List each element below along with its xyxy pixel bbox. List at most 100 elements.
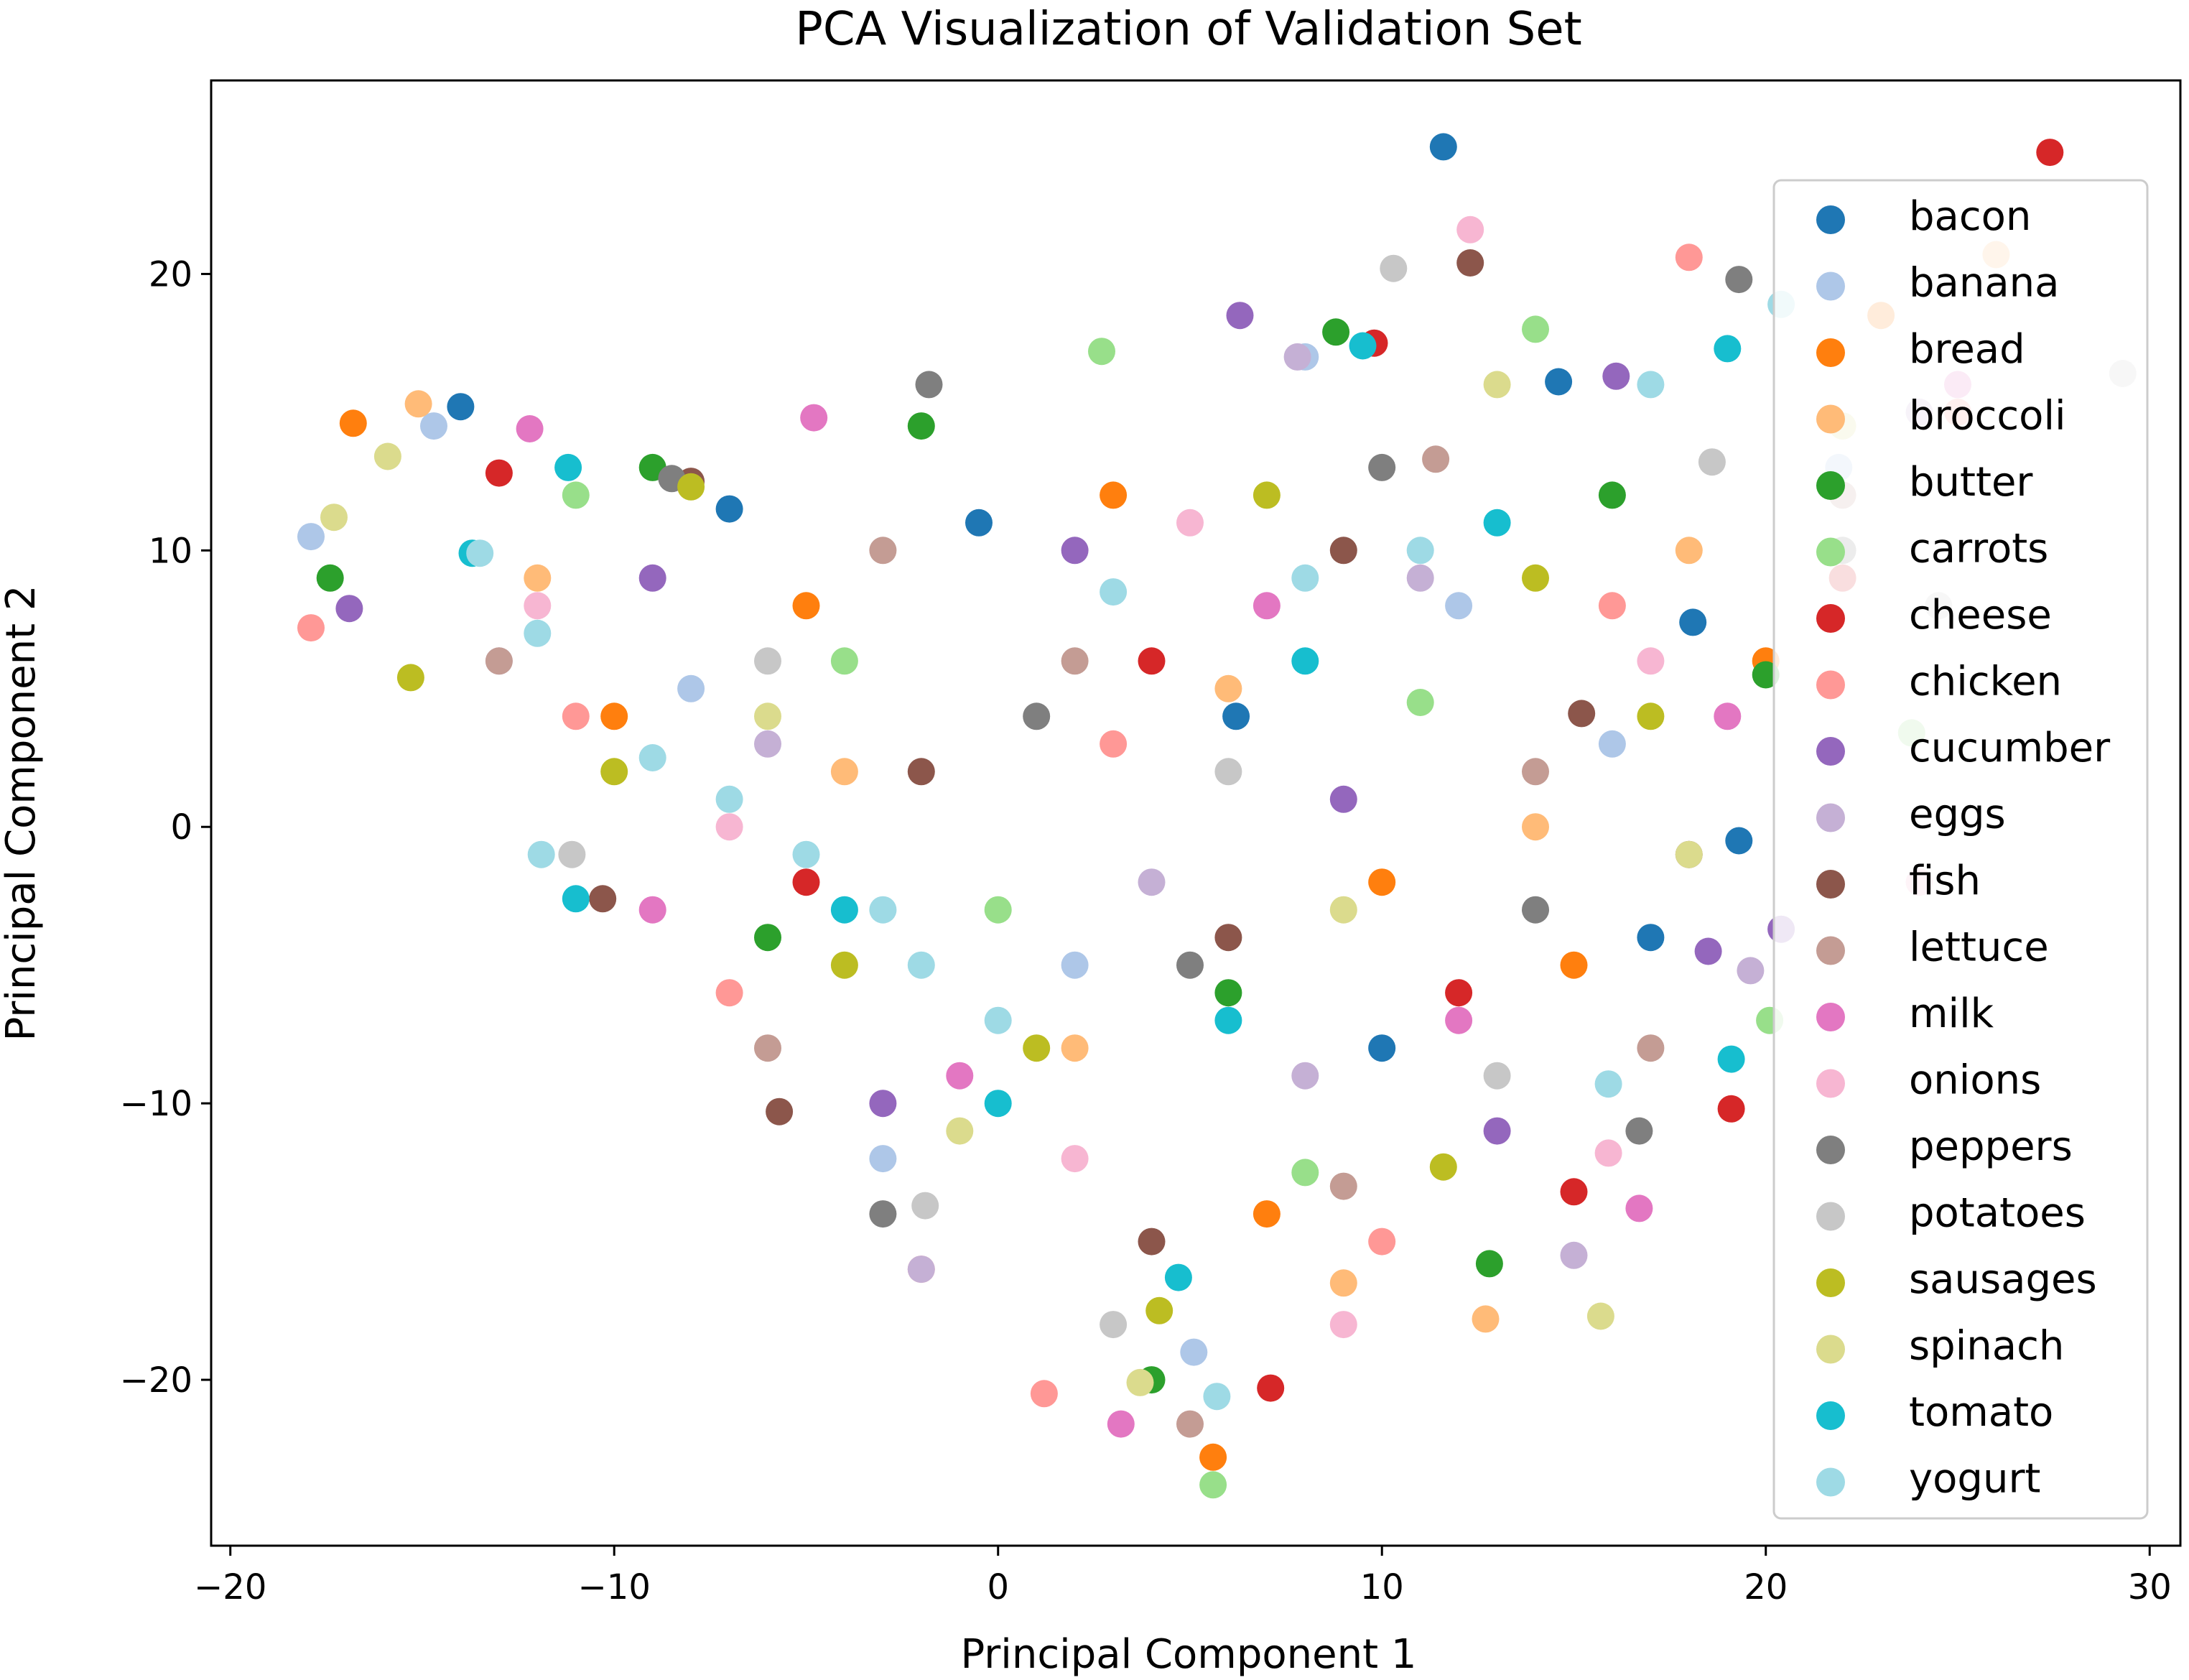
point-milk-3: [1107, 1410, 1135, 1438]
point-milk-2: [1625, 1194, 1653, 1222]
legend: bacon banana bread broccoli butter carrots che…: [1772, 179, 2149, 1520]
point-chicken-8: [1598, 592, 1626, 620]
point-lettuce-3: [1637, 1034, 1665, 1062]
legend-marker-fish: [1816, 870, 1845, 899]
point-lettuce-1: [1422, 445, 1450, 473]
point-onions-5: [1329, 1311, 1357, 1339]
y-tick-label: 10: [149, 531, 192, 571]
point-onions-6: [524, 592, 552, 620]
point-banana-9: [1598, 730, 1626, 758]
point-potatoes-4: [1698, 448, 1726, 476]
point-lettuce-8: [869, 537, 897, 565]
legend-label-broccoli: broccoli: [1909, 393, 2066, 440]
point-milk-6: [1252, 592, 1281, 620]
point-bacon-7: [965, 509, 993, 537]
legend-marker-lettuce: [1816, 936, 1845, 965]
point-milk-7: [1445, 1006, 1473, 1034]
point-lettuce-9: [1522, 758, 1549, 786]
point-bacon-0: [1429, 133, 1457, 161]
point-cucumber-6: [638, 564, 666, 592]
legend-label-bread: bread: [1909, 326, 2025, 373]
legend-marker-peppers: [1816, 1136, 1845, 1164]
x-tick-label: −20: [194, 1567, 266, 1607]
point-sausages-3: [1429, 1153, 1457, 1181]
point-spinach-2: [1586, 1302, 1614, 1330]
point-sausages-9: [1522, 564, 1549, 592]
legend-marker-spinach: [1816, 1335, 1845, 1364]
point-lettuce-5: [1061, 647, 1089, 675]
legend-marker-bacon: [1816, 205, 1845, 234]
point-bread-4: [1368, 868, 1396, 896]
point-lettuce-2: [485, 647, 513, 675]
point-chicken-7: [1100, 730, 1128, 758]
point-yogurt-8: [869, 896, 897, 924]
point-cheese-0: [2036, 139, 2064, 167]
point-spinach-1: [373, 442, 401, 470]
x-tick-label: 10: [1360, 1567, 1404, 1607]
legend-marker-cucumber: [1816, 737, 1845, 766]
point-yogurt-3: [1203, 1383, 1231, 1411]
legend-label-peppers: peppers: [1909, 1123, 2073, 1170]
legend-label-butter: butter: [1909, 459, 2033, 506]
legend-label-chicken: chicken: [1909, 659, 2062, 705]
point-banana-7: [1445, 592, 1473, 620]
legend-marker-chicken: [1816, 670, 1845, 700]
point-yogurt-7: [792, 840, 820, 868]
point-eggs-6: [1406, 564, 1434, 592]
point-cucumber-0: [335, 595, 363, 623]
point-potatoes-8: [1100, 1311, 1128, 1339]
data-points-layer: [297, 133, 2137, 1499]
point-banana-5: [677, 674, 705, 702]
point-chicken-6: [562, 702, 590, 730]
point-milk-0: [516, 415, 544, 442]
point-cheese-4: [485, 459, 513, 487]
point-onions-8: [1637, 647, 1665, 675]
point-eggs-9: [1291, 1062, 1319, 1090]
point-yogurt-6: [715, 785, 743, 813]
point-yogurt-0: [527, 840, 555, 868]
point-fish-2: [1456, 249, 1484, 277]
point-butter-6: [907, 412, 935, 440]
point-cucumber-1: [1226, 302, 1254, 330]
point-bacon-8: [1222, 702, 1250, 730]
legend-marker-carrots: [1816, 537, 1845, 567]
x-tick-label: −10: [578, 1567, 651, 1607]
point-sausages-1: [677, 473, 705, 501]
point-tomato-8: [830, 896, 858, 924]
point-onions-4: [1176, 509, 1204, 537]
point-sausages-2: [1145, 1296, 1173, 1324]
legend-label-milk: milk: [1909, 990, 1994, 1037]
point-peppers-0: [1725, 266, 1753, 294]
point-banana-6: [1061, 951, 1089, 979]
point-potatoes-2: [911, 1192, 939, 1220]
y-tick-label: −10: [120, 1084, 192, 1124]
point-yogurt-9: [907, 951, 935, 979]
point-onions-2: [1594, 1139, 1622, 1167]
point-potatoes-6: [754, 647, 781, 675]
point-carrots-2: [1088, 338, 1115, 366]
point-broccoli-0: [404, 390, 432, 418]
point-bacon-1: [447, 393, 475, 421]
y-tick-label: 0: [170, 807, 192, 848]
point-butter-8: [1598, 481, 1626, 509]
point-tomato-0: [554, 453, 582, 481]
point-bread-6: [600, 702, 628, 730]
point-lettuce-6: [1329, 1172, 1357, 1200]
legend-marker-milk: [1816, 1003, 1845, 1031]
point-eggs-1: [1737, 957, 1765, 985]
point-broccoli-1: [1472, 1305, 1500, 1333]
point-peppers-6: [869, 1200, 897, 1228]
point-lettuce-4: [754, 1034, 781, 1062]
point-milk-1: [800, 404, 828, 432]
point-peppers-4: [1176, 951, 1204, 979]
legend-label-tomato: tomato: [1909, 1389, 2053, 1436]
point-tomato-11: [1214, 1006, 1242, 1034]
point-cheese-7: [792, 868, 820, 896]
point-potatoes-3: [558, 840, 586, 868]
point-banana-3: [1180, 1338, 1208, 1366]
point-onions-3: [715, 813, 743, 841]
point-cucumber-9: [1694, 937, 1722, 965]
legend-label-yogurt: yogurt: [1909, 1456, 2040, 1503]
point-yogurt-12: [1100, 578, 1128, 606]
